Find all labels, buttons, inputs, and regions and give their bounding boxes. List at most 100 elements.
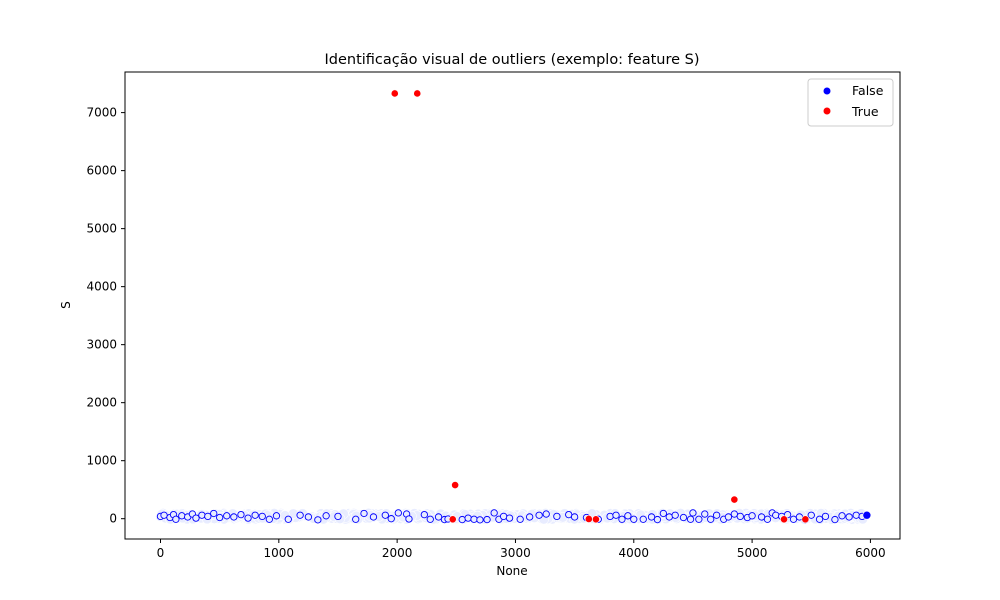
data-point-false xyxy=(499,512,508,521)
y-tick-label: 3000 xyxy=(86,338,117,352)
data-point-false xyxy=(736,512,744,521)
data-point-false xyxy=(314,516,322,524)
data-point-false xyxy=(458,515,466,524)
data-point-false xyxy=(265,515,274,523)
x-tick-label: 4000 xyxy=(619,546,650,560)
data-point-false xyxy=(251,511,259,519)
plot-frame xyxy=(124,71,901,540)
data-point-false xyxy=(244,514,252,522)
data-point-true xyxy=(448,515,457,524)
data-point-false xyxy=(272,512,281,520)
data-point-false xyxy=(178,512,186,520)
data-point-false xyxy=(160,511,168,519)
data-point-false xyxy=(394,509,402,517)
data-point-true xyxy=(730,495,739,504)
x-axis: 0 1000 2000 3000 4000 5000 6000 xyxy=(157,539,886,560)
data-point-false xyxy=(838,512,846,520)
data-point-false xyxy=(831,515,839,524)
data-point-false xyxy=(420,510,429,519)
data-point-false xyxy=(322,512,330,520)
data-point-false xyxy=(464,514,472,522)
data-point-false xyxy=(476,516,484,524)
y-tick-label: 4000 xyxy=(86,280,117,294)
y-axis: 0 1000 2000 3000 4000 5000 6000 7000 xyxy=(86,106,125,526)
data-point-false xyxy=(223,512,231,520)
data-point-true xyxy=(390,89,399,98)
data-point-false xyxy=(653,515,662,524)
data-point-true xyxy=(780,515,788,524)
y-tick-label: 7000 xyxy=(86,106,117,120)
points-layer xyxy=(155,89,872,525)
data-point-false xyxy=(852,511,860,519)
data-point-false xyxy=(665,513,673,521)
y-tick-label: 2000 xyxy=(86,396,117,410)
legend-marker-true xyxy=(823,107,831,115)
y-tick-label: 1000 xyxy=(86,454,117,468)
x-tick-label: 1000 xyxy=(264,546,295,560)
data-point-false xyxy=(204,512,212,521)
data-point-false xyxy=(647,513,656,521)
data-point-false xyxy=(789,515,798,523)
x-axis-label: None xyxy=(496,564,527,578)
data-point-false xyxy=(334,512,342,521)
data-point-false xyxy=(639,515,647,523)
data-point-false xyxy=(606,512,614,521)
data-point-false xyxy=(352,515,360,523)
data-point-false xyxy=(405,515,413,523)
data-point-false xyxy=(483,515,491,524)
data-point-false xyxy=(624,512,632,520)
data-point-false xyxy=(258,512,266,521)
data-point-false xyxy=(172,515,180,523)
x-tick-label: 0 xyxy=(157,546,165,560)
legend-label-true: True xyxy=(851,104,879,119)
y-tick-label: 5000 xyxy=(86,222,117,236)
data-point-false xyxy=(807,511,815,519)
data-point-false xyxy=(490,509,498,517)
data-point-false xyxy=(304,513,313,521)
data-point-false xyxy=(284,515,292,523)
legend-label-false: False xyxy=(852,83,884,98)
data-point-false xyxy=(724,513,733,521)
data-point-false xyxy=(845,513,853,521)
data-point-false xyxy=(434,513,443,521)
plot-area: 0 1000 2000 3000 4000 5000 6000 0 1000 2000 3000 4… xyxy=(86,71,901,560)
data-point-false xyxy=(526,513,534,521)
legend-marker-false xyxy=(823,87,831,95)
x-tick-label: 6000 xyxy=(855,546,886,560)
data-point-false xyxy=(296,511,304,519)
data-point-false xyxy=(505,514,514,522)
data-point-false xyxy=(553,512,561,521)
data-point-false xyxy=(198,511,206,519)
data-point-false xyxy=(630,515,638,523)
data-point-true xyxy=(592,515,600,524)
data-point-false xyxy=(659,509,668,518)
legend: False True xyxy=(807,78,894,127)
data-point-false xyxy=(612,511,620,519)
data-point-false-last xyxy=(862,510,872,520)
data-point-false xyxy=(216,513,224,522)
x-tick-label: 2000 xyxy=(382,546,413,560)
data-point-false xyxy=(369,513,378,521)
data-point-false xyxy=(821,512,830,521)
data-point-false xyxy=(387,515,395,523)
data-point-false xyxy=(570,513,579,521)
data-point-false xyxy=(360,509,368,518)
data-point-false xyxy=(679,513,688,522)
data-point-false xyxy=(381,511,389,519)
data-point-false xyxy=(470,515,478,523)
y-tick-label: 0 xyxy=(109,512,117,526)
data-point-false xyxy=(730,510,739,518)
data-point-false xyxy=(516,515,524,523)
data-point-true xyxy=(801,515,810,524)
data-point-true xyxy=(413,89,422,98)
data-point-false xyxy=(707,515,715,523)
data-point-false xyxy=(542,510,550,518)
data-point-false xyxy=(701,510,709,518)
y-tick-label: 6000 xyxy=(86,164,117,178)
data-point-false xyxy=(686,515,695,523)
data-point-false xyxy=(230,513,238,521)
x-tick-label: 3000 xyxy=(500,546,531,560)
data-point-false xyxy=(772,511,780,519)
data-point-false xyxy=(748,512,756,520)
